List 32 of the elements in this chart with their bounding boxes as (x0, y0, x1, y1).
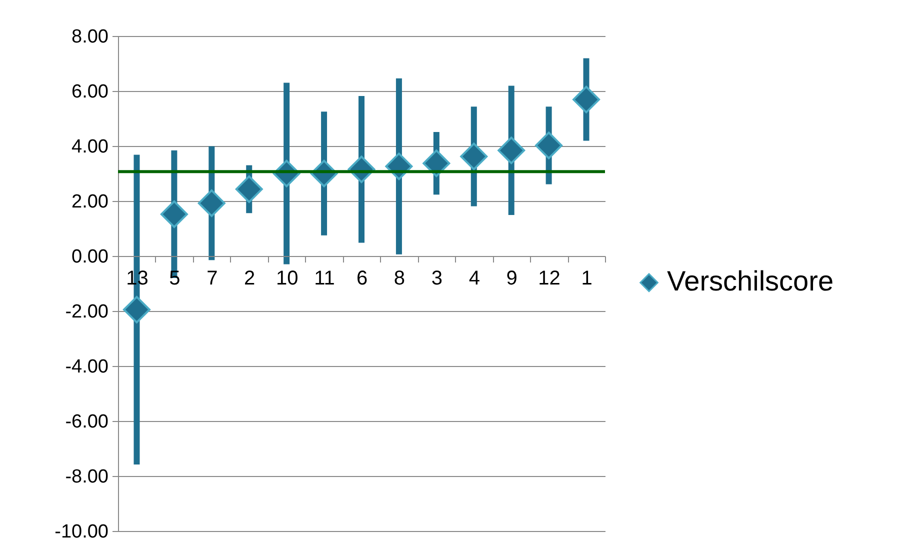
x-tick-label: 7 (206, 268, 218, 290)
point (198, 189, 226, 217)
legend-label: Verschilscore (667, 266, 834, 297)
y-tick-label: -6.00 (65, 412, 108, 432)
point (535, 132, 563, 160)
x-tick-label: 8 (394, 268, 406, 290)
point (460, 142, 488, 170)
x-tick-label: 12 (538, 268, 560, 290)
y-tick-label: 8.00 (72, 26, 108, 48)
x-tick-label: 4 (468, 268, 480, 290)
x-tick-label: 1 (581, 268, 592, 290)
x-tick-label: 6 (356, 268, 368, 290)
x-tick-label: 11 (314, 268, 335, 290)
point (235, 175, 263, 203)
x-tick-label: 5 (169, 268, 180, 290)
x-tick-label: 10 (276, 268, 298, 290)
x-tick-label: 9 (506, 268, 518, 290)
point (160, 200, 188, 228)
y-tick-label: -8.00 (65, 466, 108, 488)
y-tick-label: -4.00 (65, 356, 108, 378)
y-tick-label: 2.00 (72, 192, 108, 212)
x-tick-label: 3 (431, 268, 442, 290)
y-tick-label: -2.00 (65, 302, 108, 322)
x-tick-label: 2 (244, 268, 256, 290)
point (122, 296, 150, 324)
y-tick-label: 4.00 (72, 136, 108, 158)
y-tick-label: -10.00 (54, 522, 108, 542)
point (422, 150, 450, 178)
y-tick-label: 6.00 (72, 82, 108, 102)
y-tick-label: 0.00 (72, 246, 108, 268)
point (572, 86, 600, 114)
point (498, 136, 526, 164)
